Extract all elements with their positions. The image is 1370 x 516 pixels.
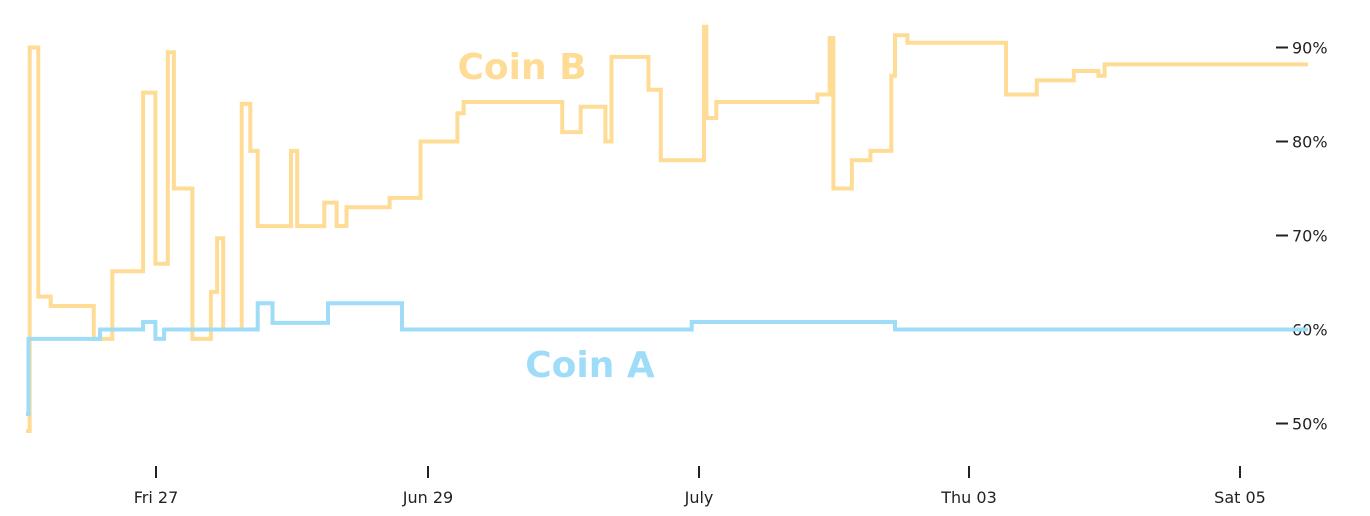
series-line-coin-b — [26, 24, 1308, 433]
y-tick-label: 50% — [1292, 415, 1328, 434]
x-tick-label: July — [684, 488, 714, 507]
series-label-coin-b: Coin B — [457, 47, 586, 88]
y-tick-label: 90% — [1292, 39, 1328, 58]
y-axis: 50% 60% 70% 80% 90% — [1276, 39, 1328, 434]
x-tick-label: Thu 03 — [940, 488, 997, 507]
x-axis: Fri 27 Jun 29 July Thu 03 Sat 05 — [134, 466, 1266, 507]
x-tick-label: Fri 27 — [134, 488, 179, 507]
series-layer — [26, 24, 1308, 433]
y-tick-label: 80% — [1292, 133, 1328, 152]
series-label-coin-a: Coin A — [525, 345, 655, 386]
x-tick-label: Sat 05 — [1214, 488, 1266, 507]
y-tick-label: 70% — [1292, 227, 1328, 246]
series-line-coin-a — [26, 301, 1308, 417]
y-tick-label: 60% — [1292, 321, 1328, 340]
x-tick-label: Jun 29 — [402, 488, 453, 507]
